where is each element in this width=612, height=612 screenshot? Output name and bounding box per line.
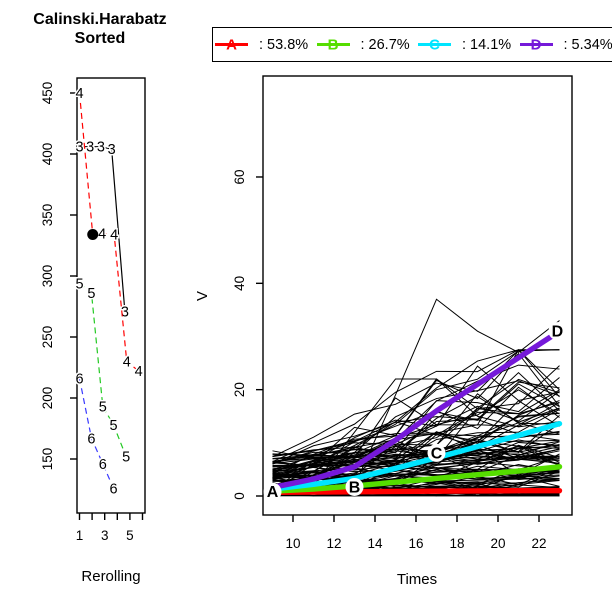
trajectory-line	[272, 349, 560, 463]
legend-item-B: B : 26.7%	[316, 28, 410, 61]
trajectory-line	[272, 386, 560, 467]
criterion-point-symbol-4: 4	[135, 364, 143, 380]
mean-trajectory-D	[269, 328, 563, 491]
mean-trajectories	[269, 328, 563, 495]
criterion-point-symbol-6: 6	[99, 457, 107, 473]
traj-y-tick-label: 40	[232, 276, 247, 291]
legend-cluster-letter-B: B	[327, 36, 339, 53]
legend-percent-A: : 53.8%	[259, 36, 309, 53]
cluster-badge-circle-A	[263, 482, 282, 501]
criterion-x-axis-title: Rerolling	[81, 568, 140, 585]
criterion-series-4	[78, 92, 140, 372]
traj-y-axis-title: V	[194, 291, 211, 301]
criterion-y-tick-label: 400	[40, 143, 55, 166]
criterion-point-symbol-4: 4	[75, 86, 83, 102]
traj-x-tick-label: 12	[326, 536, 341, 551]
criterion-point-symbol-6: 6	[87, 431, 95, 447]
trajectory-line	[272, 414, 560, 468]
criterion-point-symbol-5: 5	[87, 286, 95, 302]
criterion-series-5	[79, 282, 127, 457]
legend-line-swatch-B: B	[316, 37, 350, 52]
traj-x-tick-label: 20	[490, 536, 505, 551]
cluster-badge-circle-D	[548, 322, 567, 341]
traj-y-tick-label: 60	[232, 169, 247, 184]
criterion-plot-title-line1: Calinski.Harabatz	[33, 11, 167, 28]
mean-trajectory-C	[269, 420, 563, 492]
traj-x-tick-label: 14	[367, 536, 383, 551]
traj-y-tick-label: 20	[232, 382, 247, 397]
criterion-point-symbol-3: 3	[121, 304, 129, 320]
legend-item-D: D : 5.34%	[519, 28, 612, 61]
traj-x-tick-label: 10	[285, 536, 300, 551]
trajectory-line	[272, 378, 560, 482]
trajectory-line	[272, 349, 560, 458]
criterion-point-symbol-5: 5	[99, 400, 107, 416]
traj-y-tick-label: 0	[232, 492, 247, 500]
trajectory-line	[272, 364, 560, 474]
traj-x-axis-title: Times	[397, 571, 437, 588]
criterion-point-symbol-3: 3	[86, 140, 94, 156]
criterion-point-symbol-6: 6	[75, 371, 83, 387]
cluster-badge-letter-C: C	[431, 445, 443, 462]
criterion-x-tick-label: 1	[76, 528, 84, 543]
criterion-point-symbol-4: 4	[110, 228, 118, 244]
criterion-y-tick-label: 450	[40, 82, 55, 105]
trajectories-chart: 0 20 40 60 10 12 14 16 18 20 22 Times V A B C D	[194, 75, 573, 588]
cluster-badge-letter-A: A	[267, 484, 279, 501]
cluster-badge-letter-D: D	[552, 324, 564, 341]
trajectory-line	[272, 393, 560, 489]
legend-cluster-letter-C: C	[429, 36, 440, 53]
trajectory-line	[272, 444, 560, 460]
criterion-point-symbol-3: 3	[108, 142, 116, 158]
criterion-y-tick-label: 250	[40, 326, 55, 349]
trajectory-line	[272, 381, 560, 465]
legend-cluster-letter-D: D	[530, 36, 542, 53]
legend-line-swatch-D: D	[519, 37, 553, 52]
criterion-point-symbol-4: 4	[123, 354, 131, 370]
cluster-badge-circle-C	[427, 443, 446, 462]
cluster-badge-letter-B: B	[349, 479, 361, 496]
legend-percent-D: : 5.34%	[563, 36, 612, 53]
mean-trajectory-A	[269, 487, 563, 495]
criterion-plot-title-line2: Sorted	[74, 30, 126, 47]
cluster-legend: A : 53.8% B : 26.7% C : 14.1% D : 5.34%	[212, 27, 612, 62]
criterion-series-3	[79, 146, 126, 312]
traj-x-tick-label: 16	[408, 536, 423, 551]
legend-item-A: A : 53.8%	[215, 28, 308, 61]
criterion-y-tick-label: 200	[40, 387, 55, 410]
legend-cluster-letter-A: A	[226, 36, 237, 53]
criterion-x-tick-label: 3	[101, 528, 109, 543]
legend-item-C: C : 14.1%	[418, 28, 511, 61]
legend-percent-C: : 14.1%	[462, 36, 512, 53]
individual-trajectories	[272, 298, 560, 497]
trajectory-line	[272, 349, 560, 471]
criterion-y-tick-label: 350	[40, 204, 55, 227]
criterion-y-tick-label: 150	[40, 448, 55, 471]
criterion-point-symbol-3: 3	[97, 140, 105, 156]
criterion-point-symbol-5: 5	[75, 276, 83, 292]
criterion-point-symbol-4: 4	[98, 226, 106, 242]
criterion-point-symbol-3: 3	[75, 140, 83, 156]
criterion-point-symbol-5: 5	[122, 450, 130, 466]
criterion-point-symbol-6: 6	[109, 481, 117, 497]
criterion-point-symbol-5: 5	[109, 418, 117, 434]
criterion-plot-title: Calinski.Harabatz Sorted	[6, 10, 194, 48]
traj-x-tick-label: 22	[531, 536, 546, 551]
legend-line-swatch-C: C	[418, 37, 451, 52]
criterion-x-tick-label: 5	[126, 528, 134, 543]
selected-clustering-dot[interactable]	[87, 229, 99, 241]
criterion-y-tick-label: 300	[40, 265, 55, 288]
legend-percent-B: : 26.7%	[360, 36, 410, 53]
traj-x-tick-label: 18	[449, 536, 464, 551]
cluster-badge-circle-B	[345, 477, 364, 496]
mean-trajectory-B	[269, 464, 563, 494]
legend-line-swatch-A: A	[215, 37, 248, 52]
criterion-series-6	[78, 378, 115, 489]
